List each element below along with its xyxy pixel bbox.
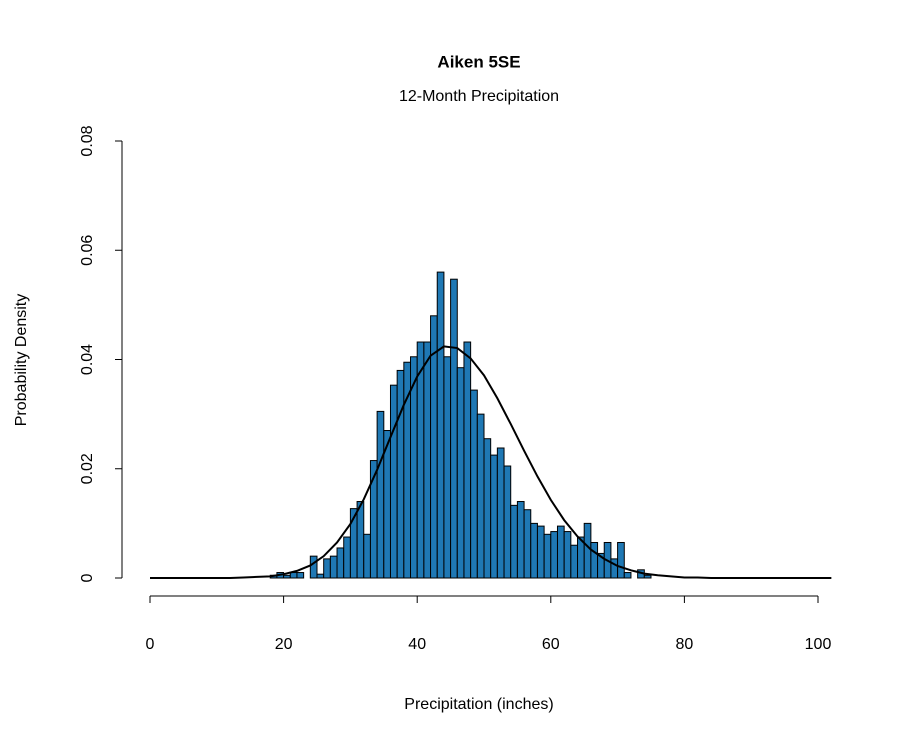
bar xyxy=(450,278,458,579)
bar xyxy=(523,509,532,579)
bar xyxy=(396,369,405,579)
bar xyxy=(643,574,652,579)
y-axis-label: Probability Density xyxy=(13,294,30,427)
bar xyxy=(283,574,291,579)
bar xyxy=(329,555,338,579)
density-curve xyxy=(150,345,832,579)
bar xyxy=(463,341,472,579)
y-tick-label: 0.08 xyxy=(79,125,96,156)
bar xyxy=(496,447,505,579)
x-tick-label: 20 xyxy=(275,636,293,653)
x-tick-label: 0 xyxy=(146,636,155,653)
chart-title: Aiken 5SE xyxy=(437,52,520,71)
bar xyxy=(536,525,545,579)
bar xyxy=(476,413,485,579)
bar xyxy=(543,533,552,579)
bar xyxy=(583,522,592,579)
chart-subtitle: 12-Month Precipitation xyxy=(399,88,559,105)
bar xyxy=(296,572,305,579)
bar xyxy=(363,533,371,579)
bar xyxy=(563,531,572,579)
bar xyxy=(436,271,445,579)
bar xyxy=(617,541,625,579)
bar xyxy=(309,555,318,579)
x-tick-label: 40 xyxy=(408,636,426,653)
bar xyxy=(289,572,298,579)
bar xyxy=(503,465,512,579)
x-axis-label: Precipitation (inches) xyxy=(404,696,553,713)
bar xyxy=(323,558,331,579)
bar xyxy=(490,454,498,579)
bar xyxy=(550,531,558,579)
y-tick-label: 0 xyxy=(79,573,96,582)
bar xyxy=(516,501,525,579)
bar xyxy=(376,410,385,579)
bar xyxy=(556,525,565,579)
bar xyxy=(530,522,538,579)
bar xyxy=(389,384,398,579)
bar xyxy=(316,573,325,579)
bar xyxy=(510,504,518,579)
bar xyxy=(356,501,365,579)
bar xyxy=(610,558,619,579)
y-tick-label: 0.06 xyxy=(79,235,96,266)
bar xyxy=(423,341,432,579)
bar xyxy=(443,356,452,579)
x-tick-label: 100 xyxy=(805,636,832,653)
bar xyxy=(470,389,478,579)
bar xyxy=(483,438,492,579)
bar xyxy=(336,547,345,579)
y-tick-label: 0.04 xyxy=(79,344,96,375)
bar xyxy=(456,367,465,579)
bar xyxy=(570,544,579,579)
x-tick-label: 80 xyxy=(676,636,694,653)
x-tick-label: 60 xyxy=(542,636,560,653)
bar xyxy=(416,341,425,579)
bar xyxy=(623,572,632,579)
bar xyxy=(343,536,351,579)
y-tick-label: 0.02 xyxy=(79,453,96,484)
bar xyxy=(590,541,599,579)
